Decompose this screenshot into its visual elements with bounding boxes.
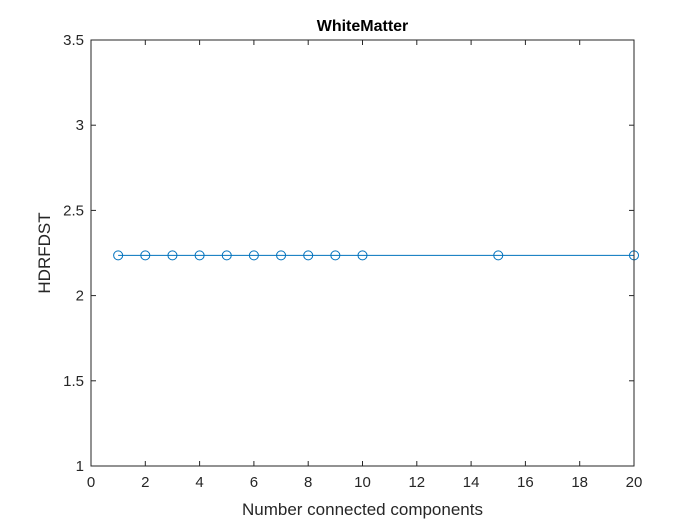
x-tick-label: 8 — [304, 474, 312, 491]
data-point-marker — [330, 250, 341, 261]
x-tick-label: 2 — [141, 474, 149, 491]
data-point-marker — [248, 250, 259, 261]
data-point-marker — [167, 250, 178, 261]
data-point-marker — [493, 250, 504, 261]
x-tick-label: 0 — [87, 474, 95, 491]
data-point-marker — [276, 250, 287, 261]
x-tick-label: 20 — [626, 474, 643, 491]
data-point-marker — [140, 250, 151, 261]
data-point-marker — [357, 250, 368, 261]
chart-title: WhiteMatter — [317, 18, 409, 35]
x-tick-label: 18 — [571, 474, 588, 491]
data-point-marker — [303, 250, 314, 261]
x-axis-title: Number connected components — [242, 500, 483, 519]
x-tick-label: 16 — [517, 474, 534, 491]
y-tick-label: 3 — [76, 117, 84, 134]
plot-area — [91, 40, 634, 466]
data-point-marker — [194, 250, 205, 261]
x-tick-label: 6 — [250, 474, 258, 491]
x-tick-label: 14 — [463, 474, 480, 491]
x-tick-label: 10 — [354, 474, 371, 491]
data-point-marker — [221, 250, 232, 261]
x-tick-label: 4 — [195, 474, 203, 491]
y-tick-label: 1 — [76, 458, 84, 475]
y-axis-title: HDRFDST — [35, 212, 54, 293]
y-tick-label: 2.5 — [63, 202, 84, 219]
ticks-layer: 0 2 4 6 8 10 12 14 16 18 20 1 1.5 2 2.5 3 3.5 — [63, 32, 642, 491]
axes-box — [90, 39, 635, 467]
y-tick-label: 1.5 — [63, 373, 84, 390]
y-tick-label: 3.5 — [63, 32, 84, 49]
y-tick-label: 2 — [76, 288, 84, 305]
x-tick-label: 12 — [408, 474, 425, 491]
data-point-marker — [113, 250, 124, 261]
